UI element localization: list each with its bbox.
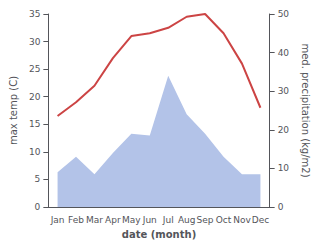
svg-text:15: 15 xyxy=(29,119,40,129)
svg-text:Feb: Feb xyxy=(68,215,84,225)
svg-text:Sep: Sep xyxy=(197,215,214,225)
svg-text:50: 50 xyxy=(278,9,290,19)
svg-text:Aug: Aug xyxy=(178,215,196,225)
svg-text:May: May xyxy=(122,215,141,225)
svg-text:max temp (C): max temp (C) xyxy=(8,76,19,145)
svg-text:0: 0 xyxy=(35,202,41,212)
svg-text:Jun: Jun xyxy=(142,215,157,225)
svg-text:Mar: Mar xyxy=(86,215,103,225)
svg-text:10: 10 xyxy=(278,163,290,173)
svg-text:Jan: Jan xyxy=(50,215,65,225)
svg-text:date (month): date (month) xyxy=(122,229,196,240)
svg-text:Jul: Jul xyxy=(162,215,174,225)
svg-text:30: 30 xyxy=(278,86,290,96)
svg-text:10: 10 xyxy=(29,147,41,157)
svg-text:5: 5 xyxy=(35,174,41,184)
svg-text:Dec: Dec xyxy=(252,215,269,225)
svg-text:25: 25 xyxy=(29,64,40,74)
svg-text:Nov: Nov xyxy=(233,215,251,225)
svg-text:35: 35 xyxy=(29,9,40,19)
svg-text:20: 20 xyxy=(29,92,41,102)
svg-text:0: 0 xyxy=(278,202,284,212)
svg-text:Apr: Apr xyxy=(105,215,121,225)
svg-text:20: 20 xyxy=(278,125,290,135)
svg-text:Oct: Oct xyxy=(216,215,232,225)
svg-text:med. precipitation (kg/m2): med. precipitation (kg/m2) xyxy=(300,43,311,177)
svg-text:30: 30 xyxy=(29,37,41,47)
svg-text:40: 40 xyxy=(278,48,290,58)
